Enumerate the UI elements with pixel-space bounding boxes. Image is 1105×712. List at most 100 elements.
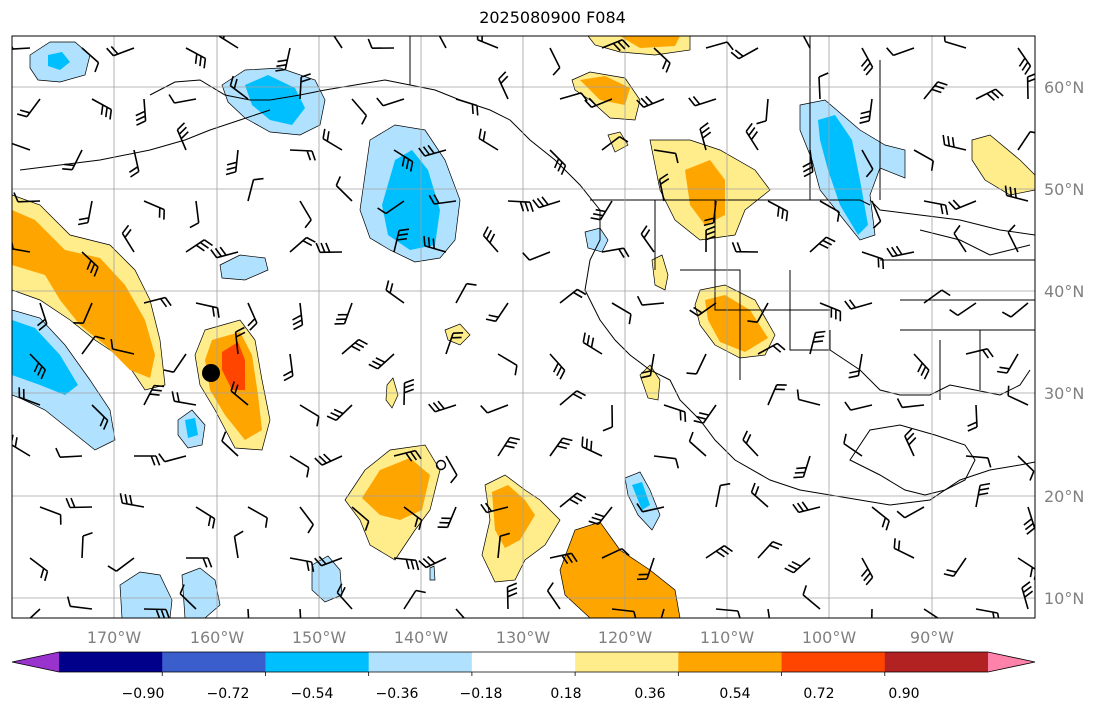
wind-barb — [923, 81, 948, 100]
wind-barb — [581, 436, 603, 457]
wind-barb — [299, 404, 320, 427]
wind-barb — [896, 398, 925, 409]
wind-barb — [176, 122, 189, 151]
wind-barb — [948, 199, 977, 210]
wind-barb — [36, 302, 48, 331]
wind-barb — [843, 433, 863, 457]
wind-barb — [143, 608, 170, 618]
colorbar-label: −0.72 — [207, 686, 250, 702]
wind-barb — [923, 289, 951, 304]
wind-barb — [996, 353, 1019, 374]
colorbar-label: −0.18 — [460, 686, 503, 702]
wind-barb — [590, 200, 613, 221]
wind-barb — [292, 302, 304, 331]
colorbar-label: 0.90 — [888, 686, 919, 702]
wind-barb — [73, 302, 93, 324]
wind-barb — [233, 530, 244, 559]
wind-barb — [455, 282, 477, 304]
wind-barb — [186, 557, 213, 568]
wind-barb — [247, 302, 258, 331]
wind-barb — [351, 506, 370, 531]
wind-barb — [860, 557, 874, 586]
wind-barb — [195, 302, 220, 318]
wind-barb — [601, 247, 630, 259]
wind-barb — [455, 98, 479, 116]
wind-barb — [967, 404, 978, 432]
lat-label: 40°N — [1044, 282, 1084, 301]
lon-label: 170°W — [87, 628, 142, 647]
wind-barb — [1007, 385, 1029, 406]
wind-barb — [403, 378, 415, 406]
wind-barb — [29, 557, 49, 582]
wind-barb — [393, 149, 414, 172]
wind-barb — [715, 482, 731, 508]
plot-area — [12, 36, 1035, 618]
wind-barb — [975, 482, 991, 508]
wind-barb — [601, 39, 630, 52]
wind-barb — [750, 482, 769, 508]
wind-barb — [351, 98, 368, 125]
wind-barb — [336, 583, 353, 610]
wind-barb — [119, 493, 145, 508]
wind-barb — [195, 506, 216, 529]
open-marker — [435, 459, 447, 471]
wind-barb — [943, 557, 967, 577]
lon-label: 140°W — [394, 628, 449, 647]
wind-barb — [636, 557, 655, 581]
wind-barb — [965, 348, 994, 359]
wind-barb — [549, 437, 573, 457]
wind-barb — [943, 36, 967, 49]
negative-anomaly-regions — [12, 41, 906, 618]
wind-barb — [745, 122, 759, 151]
lon-label: 90°W — [910, 628, 954, 647]
plot-frame — [11, 35, 1036, 619]
wind-barb — [686, 353, 707, 375]
wind-barb — [796, 389, 821, 406]
wind-barb — [482, 226, 499, 253]
colorbar-extend-high — [988, 652, 1035, 672]
wind-barb — [403, 506, 423, 531]
wind-barb — [860, 47, 874, 76]
wind-barb — [611, 608, 637, 618]
wind-barb — [480, 502, 509, 514]
wind-barb — [110, 338, 135, 355]
wind-barb — [601, 136, 629, 151]
wind-barb — [314, 453, 343, 466]
wind-barb — [549, 353, 566, 380]
wind-barb — [559, 390, 586, 406]
wind-barb — [819, 302, 842, 322]
wind-barb — [134, 455, 161, 466]
colorbar-label: 0.18 — [550, 686, 581, 702]
colorbar-outline — [11, 651, 1036, 673]
colorbar-label: 0.36 — [634, 686, 665, 702]
wind-barb — [289, 455, 310, 478]
colorbar-extend-low — [12, 652, 59, 672]
wind-barb — [1017, 47, 1032, 75]
wind-barb — [81, 251, 99, 277]
wind-barb — [418, 555, 447, 569]
wind-barb — [367, 38, 395, 49]
lat-label: 10°N — [1044, 589, 1084, 608]
colorbar-swatch — [575, 652, 679, 672]
wind-barb — [1017, 130, 1035, 151]
wind-barb — [289, 557, 315, 572]
wind-barb — [299, 200, 312, 229]
wind-barb — [12, 142, 31, 151]
wind-barb — [784, 557, 811, 574]
wind-barb — [861, 149, 874, 178]
wind-barb — [602, 404, 614, 432]
wind-barb — [975, 88, 1004, 101]
wind-barb — [91, 404, 109, 430]
wind-barb — [731, 242, 759, 253]
wind-barb — [532, 196, 561, 209]
wind-barb — [403, 589, 426, 610]
wind-barb — [210, 246, 239, 259]
wind-barb — [588, 506, 613, 525]
wind-barb — [393, 228, 410, 253]
wind-barb — [742, 430, 759, 457]
wind-barb — [62, 149, 83, 171]
wind-barb — [913, 149, 934, 171]
wind-barb — [13, 192, 41, 203]
wind-barb — [476, 36, 499, 49]
wind-barb — [1001, 302, 1029, 318]
